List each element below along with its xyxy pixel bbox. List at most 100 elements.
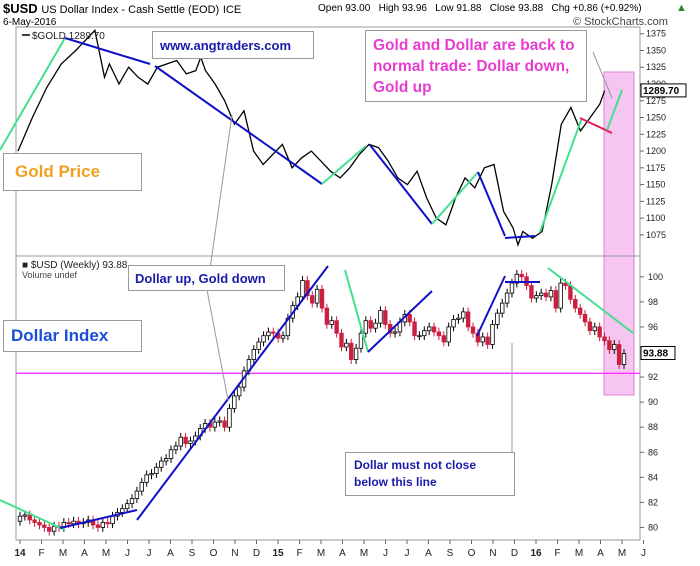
x-tick-label: D [253, 548, 260, 559]
usd-candle [271, 331, 276, 334]
usd-last-value-tag [640, 346, 676, 361]
usd-candle [607, 340, 612, 350]
x-tick-label: M [317, 548, 325, 559]
usd-uptrend-line-2 [344, 269, 369, 353]
usd-candle [149, 473, 154, 476]
usd-ytick-label: 82 [648, 497, 658, 507]
usd-candle [456, 317, 461, 320]
gold-uptrend-line-4 [539, 117, 583, 233]
x-tick-label: N [231, 548, 238, 559]
usd-candle [358, 332, 364, 349]
usd-candle [383, 310, 388, 325]
usd-breakout-line [136, 265, 329, 521]
usd-candle [344, 342, 349, 348]
gold-legend: $GOLD 1289.70 [32, 31, 105, 42]
usd-candle [100, 522, 106, 528]
usd-candle [597, 326, 602, 338]
gold-ytick-label: 1100 [646, 213, 665, 223]
usd-candle [334, 320, 339, 334]
headline-text: Gold and Dollar are back to normal trade… [373, 37, 575, 96]
usd-candle [592, 326, 597, 332]
gold-ytick-label: 1150 [646, 180, 665, 190]
usd-downtrend-line [547, 267, 634, 334]
website-text: www.angtraders.com [160, 38, 291, 53]
usd-candle [222, 420, 227, 428]
index-name: US Dollar Index - Cash Settle (EOD) [41, 4, 220, 16]
usd-candle [543, 292, 549, 298]
usd-candle [529, 285, 534, 299]
x-tick-label: D [511, 548, 518, 559]
gold-ytick-label: 1200 [646, 146, 666, 156]
usd-candle [441, 335, 446, 343]
x-tick-label: J [125, 548, 130, 559]
gold-downtrend-line-3 [369, 144, 433, 225]
usd-candle [392, 331, 398, 334]
usd-candle [95, 524, 101, 528]
x-tick-label: N [489, 548, 496, 559]
usd-candle [251, 349, 257, 360]
callout-pointer [206, 289, 229, 401]
usd-candle [17, 515, 23, 522]
dollar-title: Dollar Index [11, 326, 109, 345]
x-tick-label: 15 [272, 548, 284, 559]
usd-trend-line-3 [476, 275, 506, 337]
usd-candle [261, 335, 266, 343]
gold-ytick-label: 1350 [646, 45, 666, 55]
gold-ytick-label: 1375 [646, 29, 666, 39]
gold-ytick-label: 1325 [646, 62, 666, 72]
usd-trend-line-2 [367, 290, 433, 353]
usd-candle [266, 331, 271, 337]
x-tick-label: 14 [14, 548, 26, 559]
gold-ytick-label: 1075 [646, 230, 666, 240]
gold-uptrend-line-3 [431, 171, 479, 225]
usd-candle [368, 320, 373, 329]
usd-candle [47, 527, 52, 532]
usd-candle [129, 498, 135, 505]
x-tick-label: A [597, 548, 604, 559]
usd-candle [553, 290, 559, 309]
usd-candle [446, 326, 451, 343]
x-tick-label: A [425, 548, 432, 559]
x-tick-label: O [468, 548, 476, 559]
x-tick-label: M [360, 548, 368, 559]
usd-candle [431, 326, 437, 333]
gold-ytick-label: 1175 [646, 163, 665, 173]
usd-candle [363, 320, 369, 334]
usd-ytick-label: 92 [648, 372, 658, 382]
x-tick-label: J [383, 548, 388, 559]
x-tick-label: M [102, 548, 110, 559]
x-tick-label: M [59, 548, 67, 559]
usd-candle [568, 285, 573, 300]
usd-candle [373, 322, 378, 329]
usd-volume-legend: Volume undef [22, 270, 78, 280]
usd-last-value: 93.88 [643, 349, 668, 360]
usd-candle [134, 490, 140, 500]
usd-candle [51, 525, 57, 532]
usd-candle [519, 273, 524, 278]
usd-candle [548, 290, 554, 298]
usd-candle [436, 331, 442, 337]
usd-candle [558, 282, 563, 309]
usd-candle [509, 282, 515, 294]
usd-candle [451, 319, 456, 328]
usd-candle [159, 460, 164, 468]
usd-trend-line-1 [59, 509, 138, 529]
gold-uptrend-line-5 [606, 89, 623, 131]
usd-candle [500, 302, 505, 314]
usd-candle [22, 514, 28, 517]
usd-candle [534, 295, 539, 299]
usd-ytick-label: 100 [648, 272, 663, 282]
usd-ytick-label: 98 [648, 297, 658, 307]
usd-candle [616, 344, 622, 365]
usd-candle [305, 280, 310, 296]
gold-downtrend-line-2 [154, 65, 323, 185]
x-tick-label: S [189, 548, 196, 559]
exchange: ICE [222, 4, 242, 16]
usd-ytick-label: 90 [648, 397, 658, 407]
usd-candle [27, 514, 32, 521]
gold-downtrend-line-4 [477, 171, 506, 237]
gold-ytick-label: 1250 [646, 113, 666, 123]
usd-candle [329, 320, 334, 325]
symbol: $USD [3, 1, 38, 16]
